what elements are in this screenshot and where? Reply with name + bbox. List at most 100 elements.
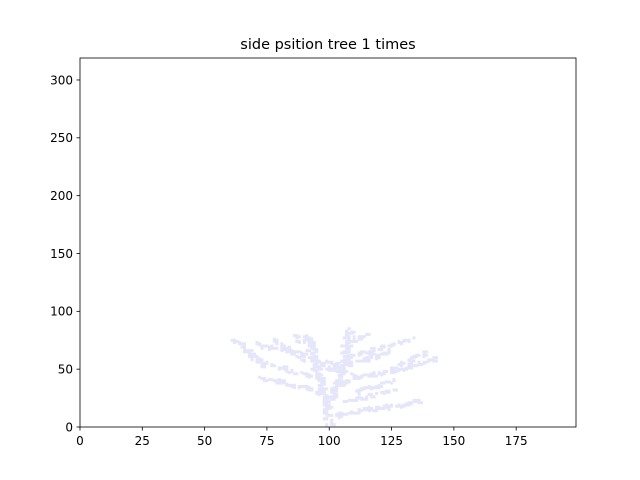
tree-point [357, 395, 361, 399]
tree-point [315, 369, 319, 373]
tree-point [370, 374, 374, 378]
tree-point [390, 371, 394, 375]
tree-point [270, 378, 274, 382]
tree-point [340, 415, 344, 419]
tree-point [265, 379, 269, 383]
tree-point [347, 327, 351, 331]
tree-point [307, 338, 311, 342]
tree-point [365, 332, 369, 336]
tree-point [257, 343, 261, 347]
tree-point [285, 365, 289, 369]
tree-point [300, 371, 304, 375]
tree-point [247, 354, 251, 358]
tree-point [370, 346, 374, 350]
tree-point [305, 385, 309, 389]
tree-point [357, 359, 361, 363]
tree-point [335, 412, 339, 416]
tree-point [307, 356, 311, 360]
tree-point [370, 352, 374, 356]
tree-point [297, 350, 301, 354]
tree-point [307, 336, 311, 340]
tree-point [300, 358, 304, 362]
tree-point [317, 387, 321, 391]
tree-point [380, 373, 384, 377]
chart-title: side psition tree 1 times [240, 37, 415, 53]
tree-point [350, 363, 354, 367]
tree-point [243, 350, 247, 354]
tree-point [424, 350, 428, 354]
tree-point [352, 398, 356, 402]
tree-point [325, 404, 329, 408]
tree-point [395, 404, 399, 408]
tree-point [380, 346, 384, 350]
tree-point [382, 369, 386, 373]
tree-point [402, 361, 406, 365]
tree-point [330, 413, 334, 417]
tree-point [422, 361, 426, 365]
tree-point [315, 372, 319, 376]
tree-point [387, 408, 391, 412]
tree-point [255, 341, 259, 345]
tree-point [330, 388, 334, 392]
tree-point [260, 376, 264, 380]
tree-point [347, 380, 351, 384]
tree-point [422, 354, 426, 358]
tree-point [347, 341, 351, 345]
tree-point [260, 358, 264, 362]
tree-point [230, 338, 234, 342]
tree-point [397, 404, 401, 408]
tree-point [262, 365, 266, 369]
tree-point [247, 352, 251, 356]
tree-point [307, 386, 311, 390]
tree-point [370, 387, 374, 391]
tree-point [322, 389, 326, 393]
tree-point [345, 345, 349, 349]
tree-point [315, 356, 319, 360]
tree-point [240, 345, 244, 349]
tree-point [292, 334, 296, 338]
tree-point [277, 367, 281, 371]
tree-point [395, 369, 399, 373]
tree-point [233, 341, 237, 345]
tree-point [300, 354, 304, 358]
tree-point [387, 389, 391, 393]
tree-point [302, 372, 306, 376]
tree-point [327, 400, 331, 404]
tree-point [337, 416, 341, 420]
tree-point [340, 412, 344, 416]
tree-point [400, 342, 404, 346]
tree-point [402, 403, 406, 407]
tree-point [387, 380, 391, 384]
tree-point [347, 344, 351, 348]
tree-point [295, 350, 299, 354]
tree-point [322, 395, 326, 399]
y-tick-label: 200 [50, 189, 73, 203]
tree-point [345, 369, 349, 373]
tree-point [262, 376, 266, 380]
tree-point [238, 341, 242, 345]
tree-point [400, 405, 404, 409]
tree-point [275, 381, 279, 385]
tree-point [347, 364, 351, 368]
tree-point [380, 390, 384, 394]
tree-point [295, 354, 299, 358]
tree-point [292, 352, 296, 356]
tree-point [280, 381, 284, 385]
x-tick-label: 175 [505, 434, 528, 448]
tree-point [280, 342, 284, 346]
tree-point [405, 338, 409, 342]
tree-point [350, 353, 354, 357]
tree-point [360, 409, 364, 413]
tree-point [409, 366, 413, 370]
plot-frame [79, 57, 577, 428]
tree-point [322, 391, 326, 395]
tree-point [322, 376, 326, 380]
tree-point [305, 334, 309, 338]
tree-point [382, 404, 386, 408]
tree-point [315, 360, 319, 364]
tree-point [365, 351, 369, 355]
tree-point [400, 360, 404, 364]
tree-point [397, 363, 401, 367]
tree-point [397, 368, 401, 372]
